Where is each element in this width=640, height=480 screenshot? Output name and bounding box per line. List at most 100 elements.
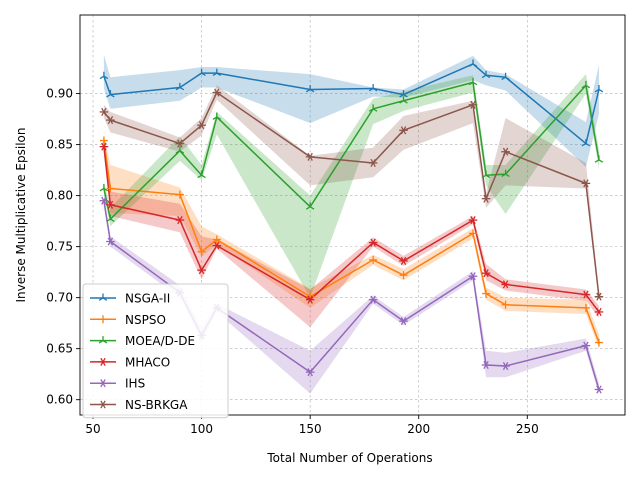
legend-label: MOEA/D-DE [125, 334, 195, 348]
marker-stroke [98, 297, 104, 301]
marker-stroke [472, 81, 478, 86]
marker-stroke [481, 174, 487, 179]
y-tick-label: 0.60 [46, 393, 73, 407]
data-point [175, 146, 185, 154]
marker-stroke [212, 72, 218, 77]
marker-stroke [400, 317, 407, 326]
marker-stroke [214, 241, 220, 250]
legend-box [82, 283, 229, 419]
legend-label: NSPSO [125, 313, 166, 327]
marker-stroke [483, 269, 489, 278]
data-point [399, 317, 408, 326]
marker-stroke [201, 72, 206, 77]
data-point [594, 338, 603, 347]
y-axis-label: Inverse Multiplicative Epsilon [14, 128, 28, 303]
marker-stroke [485, 174, 491, 179]
data-point [501, 169, 510, 178]
marker-stroke [100, 357, 106, 366]
legend-label: NS-BRKGA [125, 398, 188, 412]
marker-stroke [110, 218, 115, 222]
legend-entry: IHS [90, 377, 145, 391]
marker-stroke [368, 108, 374, 112]
data-point [468, 272, 478, 281]
confidence-bands [103, 54, 599, 395]
data-point [305, 152, 315, 161]
y-tick-label: 0.70 [46, 291, 73, 305]
marker-stroke [99, 187, 105, 192]
data-point [175, 216, 185, 225]
data-point [481, 170, 491, 179]
data-point [99, 196, 109, 205]
marker-stroke [107, 116, 114, 125]
marker-stroke [502, 147, 509, 156]
marker-stroke [581, 143, 587, 147]
y-axis-ticks: 0.60 0.65 0.70 0.75 0.80 0.85 0.90 [46, 87, 80, 407]
marker-stroke [403, 100, 408, 104]
marker-stroke [100, 400, 106, 409]
marker-stroke [399, 94, 404, 98]
marker-stroke [309, 88, 315, 93]
data-point [106, 90, 115, 98]
marker-stroke [101, 107, 107, 116]
marker-stroke [505, 173, 510, 178]
marker-stroke [197, 174, 202, 179]
series-markers [99, 59, 604, 394]
marker-stroke [470, 100, 476, 109]
confidence-band [103, 74, 599, 298]
data-point [212, 241, 222, 250]
data-point [399, 271, 408, 280]
marker-stroke [106, 218, 111, 222]
marker-stroke [501, 76, 506, 81]
data-point [305, 84, 315, 93]
marker-stroke [177, 216, 183, 225]
data-point [212, 68, 222, 77]
marker-stroke [198, 121, 205, 130]
marker-stroke [483, 194, 489, 203]
marker-stroke [400, 256, 407, 265]
confidence-band [103, 54, 599, 168]
data-point [197, 247, 206, 256]
legend: NSGA-II NSPSO MOEA/D-DE MHACO IHS NS-BRKGA [82, 283, 229, 419]
x-tick-label: 200 [407, 422, 430, 436]
marker-stroke [470, 216, 476, 225]
data-point [501, 72, 510, 81]
data-point [481, 194, 491, 203]
legend-marker [98, 400, 108, 409]
x-axis-label: Total Number of Operations [266, 451, 432, 465]
marker-stroke [485, 74, 491, 79]
marker-stroke [103, 187, 109, 192]
marker-stroke [103, 75, 109, 80]
data-point [468, 77, 478, 86]
data-point [594, 155, 604, 163]
marker-stroke [307, 152, 313, 161]
marker-stroke [107, 237, 114, 246]
data-point [368, 295, 378, 304]
data-point [305, 295, 315, 304]
data-point [468, 59, 478, 67]
x-tick-label: 50 [85, 422, 100, 436]
data-point [482, 289, 491, 298]
legend-marker [98, 293, 108, 301]
legend-marker [98, 336, 108, 344]
marker-stroke [470, 272, 476, 281]
x-axis-ticks: 50 100 150 200 250 [85, 415, 539, 436]
legend-label: NSGA-II [125, 292, 170, 306]
marker-stroke [481, 74, 487, 79]
marker-stroke [201, 174, 206, 179]
marker-stroke [505, 76, 510, 81]
marker-stroke [581, 84, 587, 89]
legend-marker [98, 379, 108, 388]
marker-stroke [596, 385, 602, 394]
data-point [368, 158, 378, 168]
data-point [501, 280, 510, 289]
marker-stroke [110, 94, 115, 98]
data-point [594, 385, 604, 394]
legend-marker [98, 357, 108, 366]
data-point [99, 136, 108, 145]
data-point [581, 290, 591, 299]
data-point [106, 200, 115, 209]
data-point [501, 147, 510, 156]
data-point [581, 179, 591, 188]
marker-stroke [501, 173, 506, 178]
legend-entry: MHACO [90, 355, 170, 369]
